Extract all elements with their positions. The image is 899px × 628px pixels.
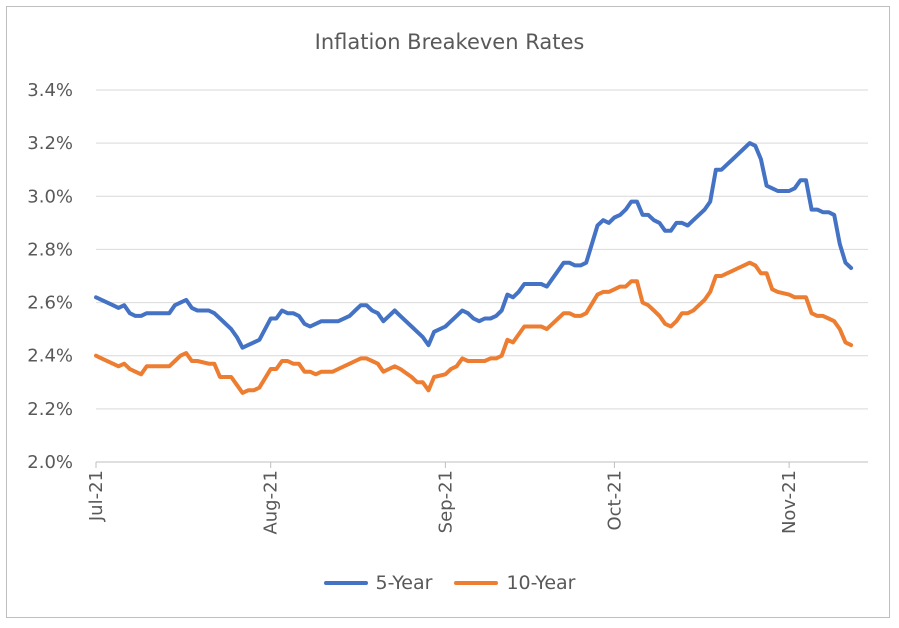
x-tick-label: Jul-21 (86, 470, 107, 522)
series-lines (94, 141, 854, 395)
legend-swatch-5-year (323, 581, 368, 585)
x-tick-label: Aug-21 (261, 470, 282, 535)
legend-item-10-year: 10-Year (454, 572, 575, 594)
y-tick-label: 3.0% (27, 186, 73, 207)
y-tick-label: 3.4% (27, 80, 73, 101)
legend-item-5-year: 5-Year (323, 572, 433, 594)
series-line-5-year (94, 141, 854, 350)
y-tick-label: 2.6% (27, 293, 73, 314)
x-tick-label: Nov-21 (779, 470, 800, 534)
legend: 5-Year 10-Year (0, 572, 899, 594)
series-line-10-year (94, 260, 854, 395)
x-tick-label: Sep-21 (435, 470, 456, 533)
y-tick-label: 3.2% (27, 133, 73, 154)
gridlines (96, 89, 868, 463)
chart-title: Inflation Breakeven Rates (314, 30, 585, 54)
y-tick-label: 2.0% (27, 452, 73, 473)
y-axis-ticks: 2.0% 2.2% 2.4% 2.6% 2.8% 3.0% 3.2% 3.4% (27, 80, 73, 473)
x-tick-label: Oct-21 (604, 470, 625, 531)
y-tick-label: 2.8% (27, 239, 73, 260)
legend-label-5-year: 5-Year (375, 572, 433, 594)
legend-label-10-year: 10-Year (506, 572, 576, 594)
y-tick-label: 2.2% (27, 399, 73, 420)
y-tick-label: 2.4% (27, 346, 73, 367)
x-axis-ticks: Jul-21 Aug-21 Sep-21 Oct-21 Nov-21 (86, 462, 800, 535)
legend-swatch-10-year (454, 581, 499, 585)
